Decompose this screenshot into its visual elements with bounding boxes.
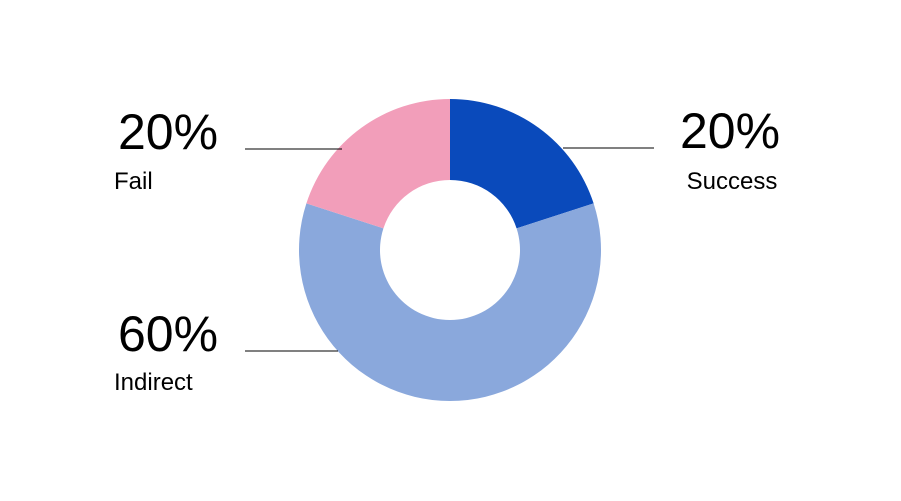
slice-fail (306, 99, 450, 229)
category-label-success: Success (687, 168, 778, 195)
value-label-indirect: 60% (118, 306, 218, 362)
category-label-fail: Fail (114, 168, 153, 195)
data-labels-group: 20% Success 60% Indirect 20% Fail (114, 103, 780, 396)
leader-lines-group (245, 147, 654, 352)
slices-group (299, 99, 602, 401)
slice-indirect (299, 203, 602, 401)
slice-success (450, 99, 594, 229)
value-label-fail: 20% (118, 104, 218, 160)
category-label-indirect: Indirect (114, 369, 193, 396)
value-label-success: 20% (680, 103, 780, 159)
